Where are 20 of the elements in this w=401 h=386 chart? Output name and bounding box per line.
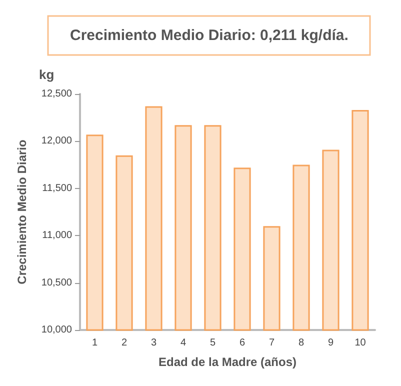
x-tick-label: 3 (150, 338, 157, 348)
text: kg (39, 67, 54, 82)
y-tick-label: 11,500 (42, 182, 72, 194)
x-tick-label: 1 (92, 338, 98, 348)
y-axis-title: Crecimiento Medio Diario (15, 140, 29, 284)
x-tick-label: 5 (210, 338, 216, 348)
x-tick-label: 8 (298, 338, 304, 348)
chart-title: Crecimiento Medio Diario: 0,211 kg/día. (70, 27, 348, 44)
y-tick-label: 11,000 (42, 230, 72, 242)
x-tick-label: 9 (328, 338, 334, 348)
x-axis-title: Edad de la Madre (años) (158, 355, 297, 369)
x-tick-label: 7 (268, 338, 275, 348)
y-tick-label: 10,500 (41, 277, 72, 288)
x-tick-label: 6 (239, 338, 246, 348)
y-tick-label: 10,000 (41, 324, 72, 336)
x-tick-label: 2 (121, 338, 128, 348)
y-tick-label: 12,500 (41, 88, 72, 100)
x-tick-label: 10 (354, 338, 366, 348)
x-tick-label: 4 (180, 338, 186, 348)
y-tick-label: 12,000 (41, 136, 72, 147)
